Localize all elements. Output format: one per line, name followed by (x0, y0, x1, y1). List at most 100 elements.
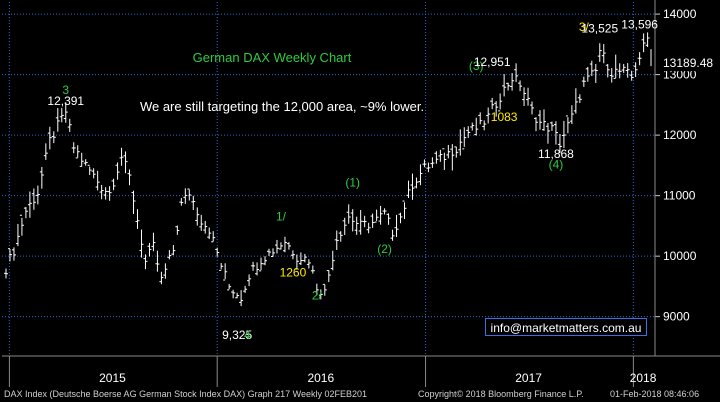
weekly-bar (494, 101, 499, 117)
weekly-bar (274, 239, 279, 254)
annotation-label: 9,325 (222, 328, 252, 342)
weekly-bar (35, 185, 40, 205)
weekly-bar (159, 271, 164, 285)
weekly-bar (482, 120, 487, 131)
weekly-bar (175, 225, 180, 235)
weekly-bar (15, 223, 20, 247)
weekly-bar (522, 87, 527, 107)
weekly-bar (306, 259, 311, 269)
weekly-bar (641, 33, 646, 53)
weekly-bar (199, 214, 204, 231)
footer-security-info: DAX Index (Deutsche Boerse AG German Sto… (4, 389, 368, 399)
weekly-bar (267, 248, 272, 256)
weekly-bar (167, 249, 172, 260)
weekly-bar (530, 101, 535, 115)
chart-footer: DAX Index (Deutsche Boerse AG German Sto… (0, 387, 720, 402)
x-tick-label: 2015 (99, 371, 126, 385)
weekly-bar (330, 250, 335, 271)
weekly-bar (438, 149, 443, 162)
x-tick-label: 2017 (515, 371, 542, 385)
weekly-bar (510, 73, 515, 91)
weekly-bar (402, 200, 407, 219)
weekly-bar (211, 231, 216, 243)
weekly-bar (143, 254, 148, 270)
weekly-bar (99, 184, 104, 200)
x-tick-label: 2016 (307, 371, 334, 385)
email-link[interactable]: info@marketmatters.com.au (485, 318, 647, 336)
y-tick-label: 10000 (663, 249, 697, 263)
weekly-bar (187, 188, 192, 201)
weekly-bar (243, 285, 248, 293)
weekly-bar (326, 270, 331, 283)
weekly-bar (382, 208, 387, 215)
weekly-bar (67, 118, 72, 132)
weekly-bar (223, 263, 228, 281)
weekly-bar (422, 159, 427, 168)
weekly-bar (633, 62, 638, 78)
weekly-bar (270, 248, 275, 257)
weekly-bar (406, 180, 411, 199)
weekly-bar (565, 115, 570, 134)
last-price-label: 13189.48 (663, 56, 713, 70)
weekly-bar (247, 274, 252, 287)
weekly-bar (605, 64, 610, 78)
weekly-bar (350, 209, 355, 232)
weekly-bar (119, 147, 124, 166)
y-tick-label: 11000 (663, 189, 696, 203)
weekly-bar (294, 254, 299, 270)
weekly-bar (573, 88, 578, 114)
weekly-bar (486, 107, 491, 124)
weekly-bar (593, 63, 598, 83)
footer-timestamp: 01-Feb-2018 08:46:06 (610, 389, 700, 399)
weekly-bar (338, 231, 343, 242)
weekly-bar (251, 261, 256, 271)
chart-title: German DAX Weekly Chart (193, 50, 352, 65)
weekly-bar (83, 159, 88, 166)
weekly-bar (545, 123, 550, 144)
annotation-label: (2) (377, 242, 392, 256)
weekly-bar (569, 105, 574, 125)
annotation-label: 2/ (312, 289, 323, 303)
annotation-label: 13,525 (581, 21, 618, 35)
weekly-bar (518, 80, 523, 92)
weekly-bar (207, 227, 212, 240)
weekly-bar (629, 70, 634, 81)
annotation-label: 3 (62, 83, 69, 97)
weekly-bar (434, 151, 439, 164)
weekly-bar (11, 247, 16, 261)
weekly-bar (502, 74, 507, 97)
annotation-label: (4) (549, 157, 564, 171)
y-tick-label: 14000 (663, 7, 697, 21)
weekly-bar (374, 209, 379, 223)
annotation-label: 4 (244, 328, 251, 342)
weekly-bar (310, 265, 315, 274)
weekly-bar (235, 292, 240, 299)
weekly-bar (581, 76, 586, 87)
weekly-bar (155, 250, 160, 272)
weekly-bar (390, 229, 395, 241)
x-tick-label: 2018 (630, 371, 657, 385)
weekly-bar (458, 129, 463, 156)
weekly-bar (31, 188, 36, 210)
weekly-bar (514, 63, 519, 83)
weekly-bar (107, 186, 112, 201)
weekly-bar (557, 134, 562, 154)
weekly-bar (75, 145, 80, 159)
weekly-bar (131, 190, 136, 214)
weekly-bar (203, 220, 208, 234)
annotation-label: 1083 (491, 110, 518, 124)
annotation-label: 12,391 (47, 94, 84, 108)
weekly-bar (462, 127, 467, 150)
weekly-bar (541, 109, 546, 131)
weekly-bar (183, 188, 188, 204)
weekly-bar (334, 230, 339, 251)
weekly-bar (498, 93, 503, 112)
weekly-bar (637, 52, 642, 66)
annotation-label: 13,596 (621, 18, 658, 32)
weekly-bar (63, 102, 68, 123)
weekly-bar (414, 177, 419, 189)
weekly-bar (282, 236, 287, 253)
weekly-bar (239, 290, 244, 307)
weekly-bar (609, 67, 614, 83)
